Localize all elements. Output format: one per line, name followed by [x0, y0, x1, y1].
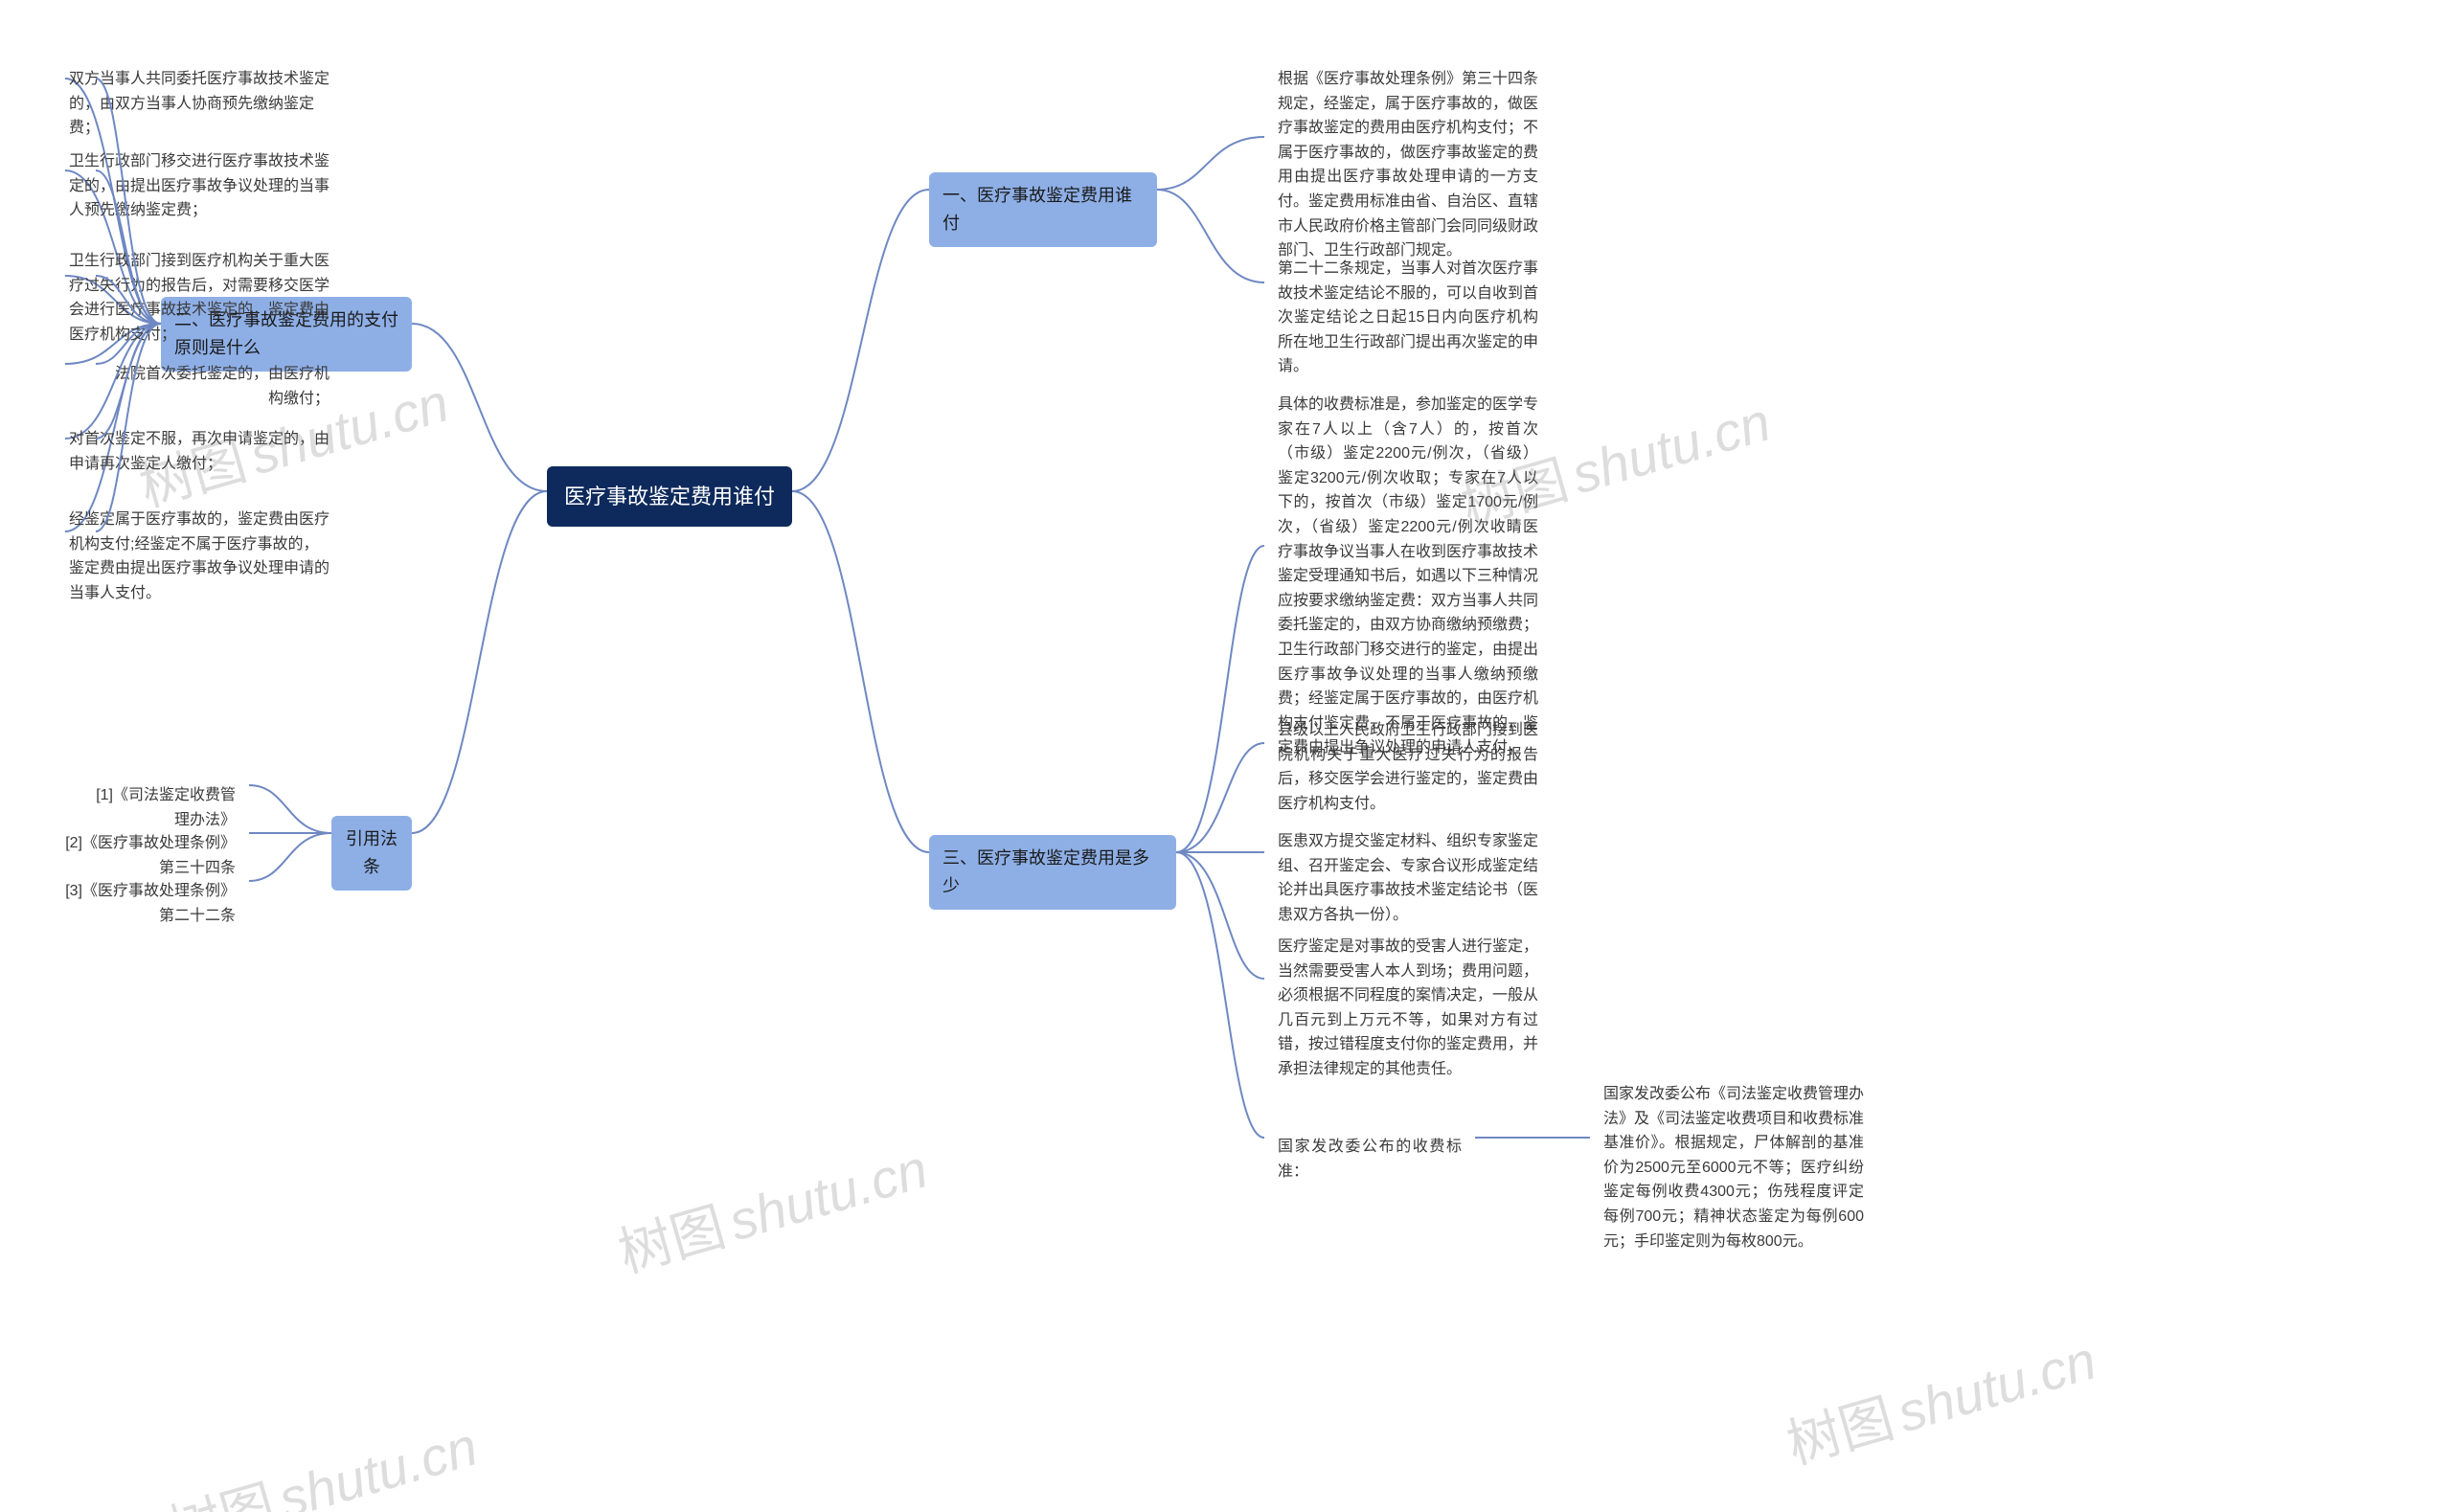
- leaf-2c: 卫生行政部门接到医疗机构关于重大医疗过失行为的报告后，对需要移交医学会进行医疗事…: [56, 239, 343, 356]
- leaf-1b: 第二十二条规定，当事人对首次医疗事故技术鉴定结论不服的，可以自收到首次鉴定结论之…: [1264, 247, 1552, 389]
- leaf-2b: 卫生行政部门移交进行医疗事故技术鉴定的，由提出医疗事故争议处理的当事人预先缴纳鉴…: [56, 140, 343, 233]
- leaf-3c: 医患双方提交鉴定材料、组织专家鉴定组、召开鉴定会、专家合议形成鉴定结论并出具医疗…: [1264, 820, 1552, 937]
- branch-3: 三、医疗事故鉴定费用是多少: [929, 835, 1176, 910]
- leaf-3d: 医疗鉴定是对事故的受害人进行鉴定，当然需要受害人本人到场；费用问题，必须根据不同…: [1264, 925, 1552, 1092]
- leaf-4c: [3]《医疗事故处理条例》 第二十二条: [38, 869, 249, 937]
- leaf-2f: 经鉴定属于医疗事故的，鉴定费由医疗机构支付;经鉴定不属于医疗事故的，鉴定费由提出…: [56, 498, 343, 615]
- watermark: 树图shutu.cn: [608, 1126, 935, 1288]
- leaf-3e: 国家发改委公布《司法鉴定收费管理办法》及《司法鉴定收费项目和收费标准基准价》。根…: [1590, 1072, 1877, 1263]
- branch-3-sub: 国家发改委公布的收费标准：: [1264, 1125, 1475, 1193]
- leaf-2d: 法院首次委托鉴定的，由医疗机构缴付；: [102, 352, 343, 420]
- leaf-3b: 县级以上人民政府卫生行政部门接到医院机构关于重大医疗过失行为的报告后，移交医学会…: [1264, 709, 1552, 825]
- branch-4: 引用法条: [331, 816, 412, 891]
- connector-layer: [0, 0, 2452, 1512]
- watermark: 树图shutu.cn: [158, 1404, 485, 1512]
- root-node: 医疗事故鉴定费用谁付: [547, 466, 792, 527]
- leaf-2a: 双方当事人共同委托医疗事故技术鉴定的，由双方当事人协商预先缴纳鉴定费；: [56, 57, 343, 150]
- leaf-2e: 对首次鉴定不服，再次申请鉴定的，由申请再次鉴定人缴付；: [56, 417, 343, 485]
- watermark: 树图shutu.cn: [1777, 1318, 2103, 1479]
- connector-layer-left-fix: [0, 0, 2452, 1512]
- leaf-1a: 根据《医疗事故处理条例》第三十四条规定，经鉴定，属于医疗事故的，做医疗事故鉴定的…: [1264, 57, 1552, 273]
- branch-1: 一、医疗事故鉴定费用谁付: [929, 172, 1157, 247]
